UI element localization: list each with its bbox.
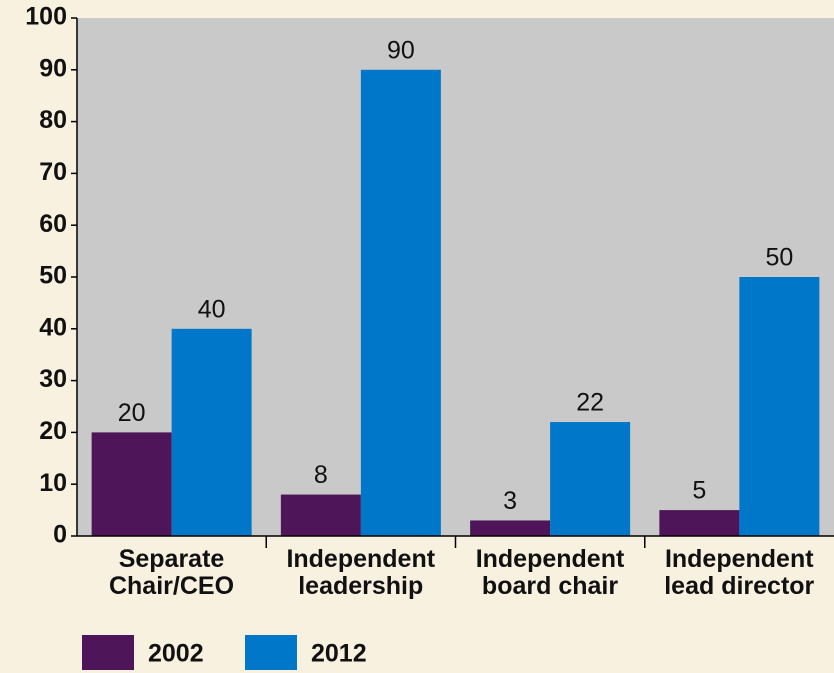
value-label: 5: [692, 477, 706, 505]
y-tick-label: 60: [39, 210, 67, 238]
y-tick-label: 10: [39, 469, 67, 497]
legend-label: 2012: [311, 640, 367, 668]
bar: [739, 277, 820, 536]
value-label: 8: [314, 461, 328, 489]
value-label: 22: [576, 389, 604, 417]
x-tick-label: Separate Chair/CEO: [108, 545, 235, 600]
x-tick-label: Independent leadership: [286, 545, 436, 600]
y-tick-label: 0: [53, 521, 67, 549]
value-label: 50: [765, 244, 793, 272]
bar: [360, 69, 441, 537]
legend-swatch: [82, 635, 134, 670]
value-label: 20: [118, 399, 146, 427]
y-tick-label: 30: [39, 365, 67, 393]
legend-label: 2002: [148, 640, 204, 668]
value-label: 90: [387, 36, 415, 64]
value-label: 40: [198, 295, 226, 323]
y-tick-label: 20: [39, 417, 67, 445]
y-tick-label: 100: [25, 3, 67, 31]
y-tick-label: 40: [39, 313, 67, 341]
bar: [91, 432, 172, 536]
bar: [470, 520, 551, 536]
bar: [659, 510, 740, 536]
y-tick-label: 90: [39, 54, 67, 82]
bar: [550, 422, 631, 536]
x-tick-label: Independent lead director: [664, 545, 815, 600]
y-tick-label: 50: [39, 262, 67, 290]
bar: [280, 494, 361, 536]
x-tick-label: Independent board chair: [475, 545, 625, 600]
value-label: 3: [503, 487, 517, 515]
y-tick-label: 70: [39, 158, 67, 186]
bar: [171, 328, 252, 536]
legend-swatch: [245, 635, 297, 670]
y-tick-label: 80: [39, 106, 67, 134]
